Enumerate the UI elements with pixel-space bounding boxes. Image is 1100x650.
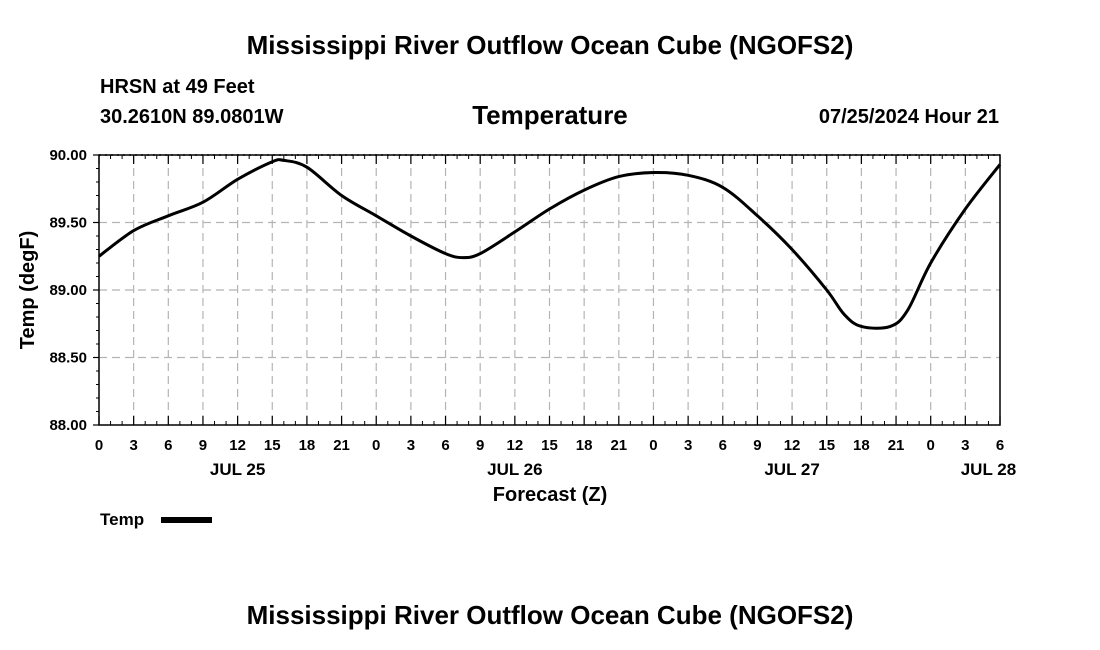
forecast-datetime: 07/25/2024 Hour 21: [818, 106, 999, 128]
x-tick-label: 0: [372, 437, 380, 454]
x-tick-label: 3: [129, 437, 137, 454]
x-tick-label: 12: [507, 437, 524, 454]
station-label: HRSN at 49 Feet: [100, 76, 255, 98]
y-tick-label: 88.00: [49, 417, 87, 434]
x-tick-label: 18: [299, 437, 316, 454]
x-tick-label: 3: [684, 437, 692, 454]
x-tick-label: 6: [996, 437, 1004, 454]
x-tick-label: 21: [888, 437, 905, 454]
x-tick-label: 3: [407, 437, 415, 454]
x-tick-label: 0: [927, 437, 935, 454]
y-tick-label: 88.50: [49, 350, 87, 367]
x-tick-label: 9: [476, 437, 484, 454]
x-tick-label: 9: [753, 437, 761, 454]
x-tick-label: 6: [164, 437, 172, 454]
x-tick-label: 15: [264, 437, 281, 454]
grid-lines: [99, 154, 1000, 425]
x-axis-label: Forecast (Z): [493, 484, 607, 506]
location-coordinates: 30.2610N 89.0801W: [100, 106, 284, 128]
day-label: JUL 26: [487, 460, 542, 479]
x-tick-label: 15: [818, 437, 835, 454]
x-tick-label: 21: [610, 437, 627, 454]
x-tick-label: 18: [576, 437, 593, 454]
axis-ticks: [93, 154, 1001, 426]
y-tick-label: 89.00: [49, 282, 87, 299]
legend-label: Temp: [100, 510, 144, 529]
x-tick-label: 18: [853, 437, 870, 454]
page-title: Mississippi River Outflow Ocean Cube (NG…: [246, 30, 854, 60]
day-label: JUL 25: [210, 460, 265, 479]
y-tick-label: 90.00: [49, 147, 87, 164]
temp-series-line: [98, 158, 1002, 330]
chart-title: Temperature: [472, 100, 628, 130]
x-tick-label: 6: [719, 437, 727, 454]
legend-line-swatch: [161, 517, 212, 523]
x-tick-label: 21: [333, 437, 350, 454]
y-axis-label: Temp (degF): [17, 231, 39, 350]
y-tick-label: 89.50: [49, 215, 87, 232]
bottom-title: Mississippi River Outflow Ocean Cube (NG…: [246, 600, 854, 630]
x-tick-label: 12: [784, 437, 801, 454]
x-tick-label: 12: [229, 437, 246, 454]
tick-labels: 0 3 6 9 12 15 18 21 0 3 6 9 12 15 18 21 0 3 6 9 12 15 18 21 0 3 6 8…: [49, 147, 1016, 479]
x-tick-label: 15: [541, 437, 558, 454]
x-tick-label: 0: [95, 437, 103, 454]
x-tick-label: 0: [649, 437, 657, 454]
x-tick-label: 6: [441, 437, 449, 454]
x-tick-label: 3: [961, 437, 969, 454]
temperature-chart: 0 3 6 9 12 15 18 21 0 3 6 9 12 15 18 21 0 3 6 9 12 15 18 21 0 3 6 8…: [17, 147, 1016, 529]
day-label: JUL 28: [961, 460, 1016, 479]
x-tick-label: 9: [199, 437, 207, 454]
day-label: JUL 27: [764, 460, 819, 479]
